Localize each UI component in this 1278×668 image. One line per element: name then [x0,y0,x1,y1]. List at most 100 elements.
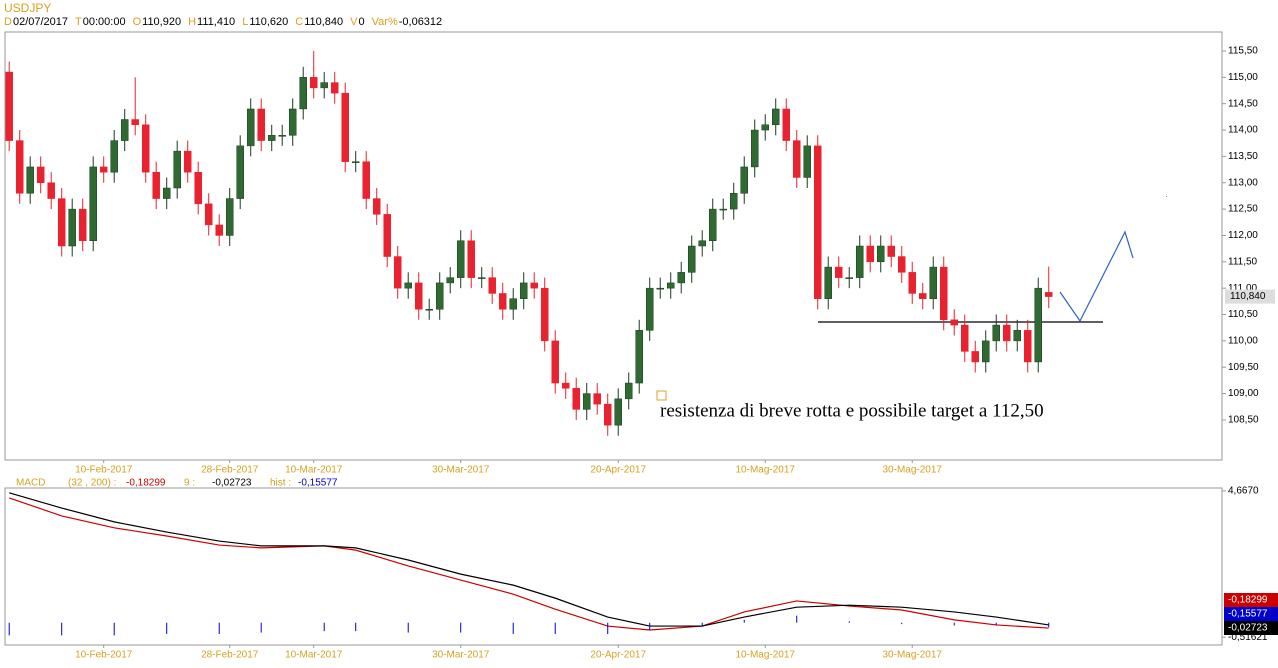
candle-body [414,282,423,310]
candle-body [257,108,265,141]
y-tick-label: 110,50 [1228,309,1258,320]
legend-value: -0,18299 [126,478,166,489]
candle-body [687,245,696,273]
candle-body [551,340,559,384]
header-value: 110,840 [304,16,344,28]
legend-name: 9 : [184,478,195,489]
candle-body [824,266,832,299]
candle-body [950,319,958,326]
candle-body [1002,324,1011,342]
candle-body [876,245,885,263]
y-tick-label: 112,50 [1228,204,1258,215]
candle-body [834,266,843,278]
candle-body [813,145,822,299]
x-tick-label: 28-Feb-2017 [201,465,259,476]
candle-body [1023,330,1032,363]
candle-body [561,382,570,389]
candle-body [351,161,360,163]
candle-body [782,108,790,141]
candle-body [603,403,612,426]
candle-body [729,193,738,210]
price-frame [4,31,1223,461]
header-value: 02/07/2017 [12,16,69,28]
header-value: -0,06312 [398,16,443,28]
value-box-label: -0,18299 [1228,595,1268,606]
candle-body [918,293,927,299]
candle-body [467,240,475,278]
candle-body [908,272,916,294]
candle-body [47,182,55,199]
candle-body [299,77,307,110]
candle-body [677,272,685,284]
x-tick-label: 30-Mag-2017 [882,650,942,661]
macd-frame [4,487,1223,646]
candle-body [320,82,328,89]
header-key: D [4,16,12,28]
x-tick-label: 10-Feb-2017 [75,650,133,661]
value-box [1224,621,1278,635]
x-tick-label: 20-Apr-2017 [590,650,646,661]
y-tick-label: -0,51621 [1228,632,1268,643]
candle-body [330,82,339,94]
candle-body [194,171,202,205]
candle-body [36,166,45,183]
candle-body [183,150,192,173]
symbol: USDJPY [4,1,52,15]
candle-body [803,145,811,178]
dot [1166,196,1167,197]
candle-body [708,208,717,241]
candle-body [645,287,654,331]
y-tick-label: 110,00 [1228,336,1258,347]
header-key: C [295,16,304,28]
candle-body [446,277,454,284]
candle-body [582,393,591,410]
candle-body [215,224,223,236]
candle-body [719,208,727,211]
candle-body [981,340,990,363]
candle-body [68,208,76,247]
x-tick-label: 10-Mar-2017 [285,650,343,661]
last-price-label: 110,840 [1230,291,1266,302]
y-tick-label: 111,00 [1228,283,1258,294]
y-tick-label: 109,00 [1228,388,1259,399]
legend-name: (32 , 200) : [68,478,116,489]
candle-body [120,119,129,141]
x-tick-label: 10-Mar-2017 [285,465,343,476]
candle-body [110,140,118,173]
y-tick-label: 114,50 [1228,98,1258,109]
candle-body [204,203,213,226]
candle-body [614,398,622,426]
header-value: 00:00:00 [82,16,126,28]
candle-body [593,393,601,405]
x-tick-label: 10-Mag-2017 [735,465,795,476]
candle-body [929,266,937,299]
header-value: 110,620 [249,16,289,28]
header-key: H [188,16,197,28]
legend-value: -0,15577 [298,478,338,489]
candle-body [225,198,234,236]
header-key: V [350,16,358,28]
candle-body [1044,292,1053,297]
value-box [1224,593,1278,607]
candle-body [309,77,318,89]
x-tick-label: 20-Apr-2017 [590,465,646,476]
candle-body [540,287,549,342]
macd-line [9,492,1049,627]
candle-body [383,214,391,257]
annotation: resistenza di breve rotta e possibile ta… [660,400,1044,421]
candle-body [992,324,1000,342]
y-tick-label: 113,00 [1228,177,1258,188]
header-key: O [132,16,142,28]
candle-body [372,198,381,215]
y-tick-label: 113,50 [1228,151,1258,162]
candle-body [89,166,97,241]
candle-body [698,240,706,247]
x-tick-label: 30-Mar-2017 [432,650,490,661]
candle-body [960,324,969,352]
candle-body [792,140,801,178]
value-box-label: -0,15577 [1228,609,1268,620]
candle-body [341,92,349,162]
candle-body [57,198,66,247]
candle-body [519,282,528,299]
